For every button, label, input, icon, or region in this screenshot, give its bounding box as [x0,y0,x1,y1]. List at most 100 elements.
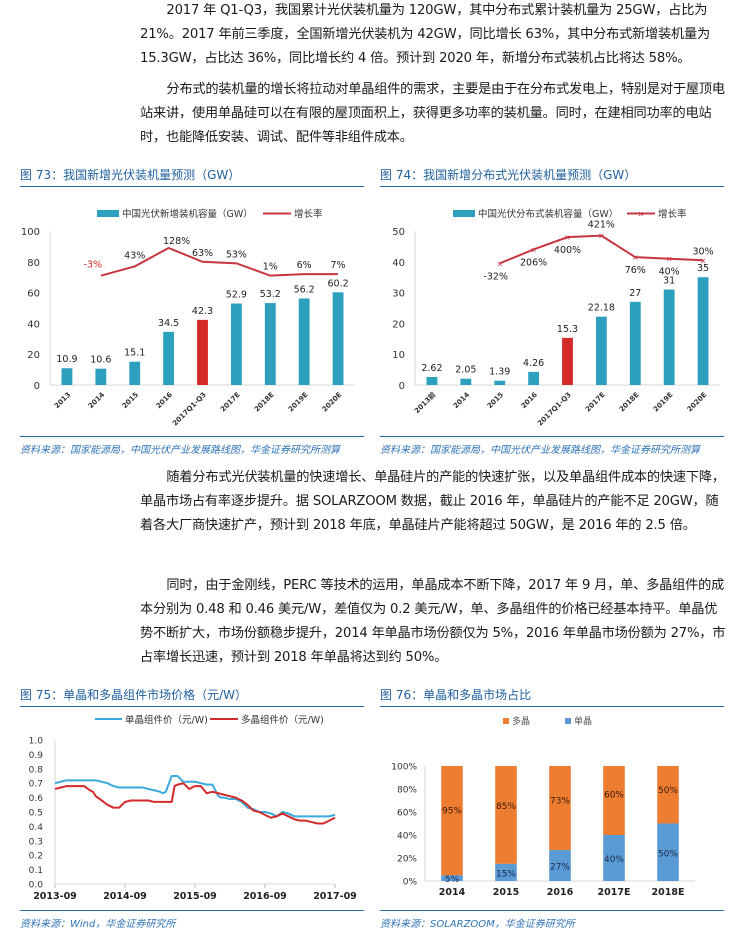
x-tick-label: 2017Q1-Q3 [536,391,573,428]
figure-75-source: 资料来源：Wind，华金证券研究所 [20,910,364,930]
bar [697,277,709,385]
bar-poly [441,766,463,876]
x-tick-label: 2014-09 [103,891,147,902]
growth-label: 63% [192,248,213,259]
x-tick-label: 2015 [493,887,519,898]
growth-marker: × [496,259,503,268]
x-tick-label: 2014 [439,887,466,898]
x-tick-label: 2015-09 [173,891,217,902]
y-tick-label: 100% [391,763,417,773]
mono-price-line [54,775,336,818]
bar [595,316,607,385]
paragraph-3: 随着分布式光伏装机量的快速增长、单晶硅片的产能的快速扩张，以及单晶组件成本的快速… [140,470,725,533]
y-tick-label: 20 [392,319,405,330]
x-tick-label: 2015 [121,391,141,411]
legend-swatch-bar [97,210,119,217]
x-tick-label: 2017E [598,887,631,898]
bar-poly-label: 50% [658,786,678,796]
x-tick-label: 2013-09 [33,891,77,902]
y-tick-label: 0.5 [29,809,43,819]
y-tick-label: 30 [392,289,405,300]
x-tick-label: 2018E [618,391,641,414]
chart-74: 中国光伏分布式装机容量（GW） × 增长率 0 10 20 30 40 50 2.62 2.05 1.… [392,208,720,428]
growth-label: 421% [588,220,615,231]
figure-74-title: 图 74：我国新增分布式光伏装机量预测（GW） [380,166,724,187]
bar-value-label: 42.3 [192,306,213,317]
legend-swatch-mono [565,718,571,724]
bar-value-label: 2.05 [455,365,476,376]
x-tick-label: 2016 [547,887,574,898]
bar-value-label: 10.6 [90,355,111,366]
growth-label: -3% [84,260,103,271]
legend-swatch-poly [503,718,509,724]
bar [129,361,141,385]
poly-price-line [54,782,336,825]
bar-mono-label: 15% [496,869,516,879]
x-tick-label: 2020E [686,391,709,414]
bar-mono-label: 50% [658,849,678,859]
figure-76-source: 资料来源：SOLARZOOM，华金证券研究所 [380,910,724,930]
bar [264,303,276,385]
x-tick-label: 2014 [87,391,107,411]
growth-label: 7% [331,260,346,271]
bar [298,298,310,385]
legend-label-bar: 中国光伏分布式装机容量（GW） [478,208,618,220]
growth-label: 30% [692,246,713,257]
bar [197,319,208,385]
bar [426,376,438,385]
y-tick-label: 10 [392,350,405,361]
growth-label: 206% [520,257,547,268]
y-tick-label: 0.6 [29,794,44,804]
bar [460,378,472,385]
bar-mono [603,835,625,881]
bar-value-label: 53.2 [260,289,281,300]
y-tick-label: 0.1 [29,866,43,876]
bar-value-label: 35 [697,263,709,274]
bar-value-label: 22.18 [588,303,615,314]
x-tick-label: 2015 [486,391,506,411]
bar-mono [441,875,463,881]
x-tick-label: 2018E [253,391,276,414]
bar-value-label: 27 [629,288,641,299]
y-tick-label: 0.9 [29,751,44,761]
figure-74-source: 资料来源：国家能源局，中国光伏产业发展路线图，华金证券研究所测算 [380,436,724,456]
y-tick-label: 0 [399,381,405,392]
y-tick-label: 1.0 [29,737,44,747]
bar-poly [549,766,571,850]
y-tick-label: 60% [397,809,417,819]
x-tick-label: 2016 [520,391,540,411]
bar-value-label: 15.3 [557,324,578,335]
bar-value-label: 4.26 [523,358,544,369]
growth-marker: × [530,245,537,254]
bar-value-label: 31 [663,276,675,287]
y-tick-label: 50 [392,227,405,238]
bar [629,301,641,385]
bar-value-label: 60.2 [327,278,348,289]
y-tick-label: 60 [27,289,40,300]
bar-mono-label: 5% [445,875,460,885]
growth-label: 128% [163,236,190,247]
growth-rate-line [499,234,704,265]
figure-73-source: 资料来源：国家能源局，中国光伏产业发展路线图，华金证券研究所测算 [20,436,364,456]
growth-label: 1% [263,262,278,273]
legend-label-bar: 中国光伏新增装机容量（GW） [122,208,253,220]
growth-label: 400% [554,245,581,256]
x-tick-label: 2018E [652,887,685,898]
x-tick-label: 2016 [155,391,175,411]
y-tick-label: 80% [397,786,417,796]
y-tick-label: 100 [21,227,40,238]
y-tick-label: 0.8 [29,765,44,775]
bar [528,371,540,385]
growth-rate-line [100,246,339,277]
x-tick-label: 2019E [652,391,675,414]
legend-label-poly: 多晶 [512,715,530,727]
bar-mono [495,863,517,881]
paragraph-1: 2017 年 Q1-Q3，我国累计光伏装机量为 120GW，其中分布式累计装机量… [140,3,710,66]
y-tick-label: 80 [27,258,40,269]
bar-poly-label: 95% [442,807,462,817]
growth-label: 53% [226,249,247,260]
bar [95,368,107,385]
legend-label-mono: 单晶 [574,715,592,727]
bar [163,331,175,385]
legend-marker: × [638,210,645,219]
